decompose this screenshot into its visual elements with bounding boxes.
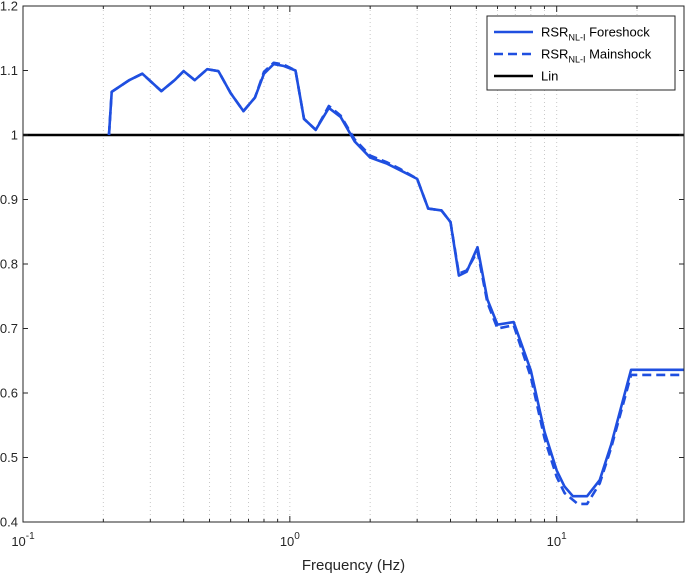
x-tick-exponent: -1 [26,531,35,542]
legend-entry: Lin [541,69,558,84]
legend-entry: RSRNL-I Foreshock [541,25,650,43]
legend-main: RSR [541,47,568,62]
series-line-mainshock [107,61,684,506]
y-tick-label: 0.7 [0,321,18,336]
x-tick-label: 10-1 [11,531,35,549]
legend-subscript: NL-I [568,33,585,43]
y-tick-label: 1 [11,128,18,143]
legend-main: RSR [541,25,568,40]
x-tick-base: 10 [11,534,25,549]
y-tick-label: 0.9 [0,192,18,207]
y-tick-label: 0.6 [0,386,18,401]
legend-rest: Mainshock [585,47,651,62]
legend-rest: Foreshock [585,25,650,40]
y-tick-label: 0.4 [0,515,18,530]
x-axis-label: Frequency (Hz) [302,557,405,574]
x-axis-ticks: 10-1 100 101 [11,6,638,549]
x-tick-exponent: 0 [294,531,300,542]
series-layer [23,61,684,506]
x-tick-base: 10 [547,534,561,549]
legend-entry: RSRNL-I Mainshock [541,47,652,65]
x-tick-label: 101 [547,531,567,549]
y-tick-label: 0.5 [0,450,18,465]
y-tick-label: 0.8 [0,257,18,272]
legend-subscript: NL-I [568,55,585,65]
y-tick-label: 1.2 [0,0,18,14]
x-tick-exponent: 1 [561,531,567,542]
y-tick-label: 1.1 [0,63,18,78]
series-line-foreshock [107,62,684,498]
legend-main: Lin [541,69,558,84]
x-tick-base: 10 [280,534,294,549]
y-axis-ticks: 0.4 0.5 0.6 0.7 0.8 0.9 1 1.1 1.2 [0,0,684,530]
legend-box [486,15,676,91]
x-tick-label: 100 [280,531,300,549]
